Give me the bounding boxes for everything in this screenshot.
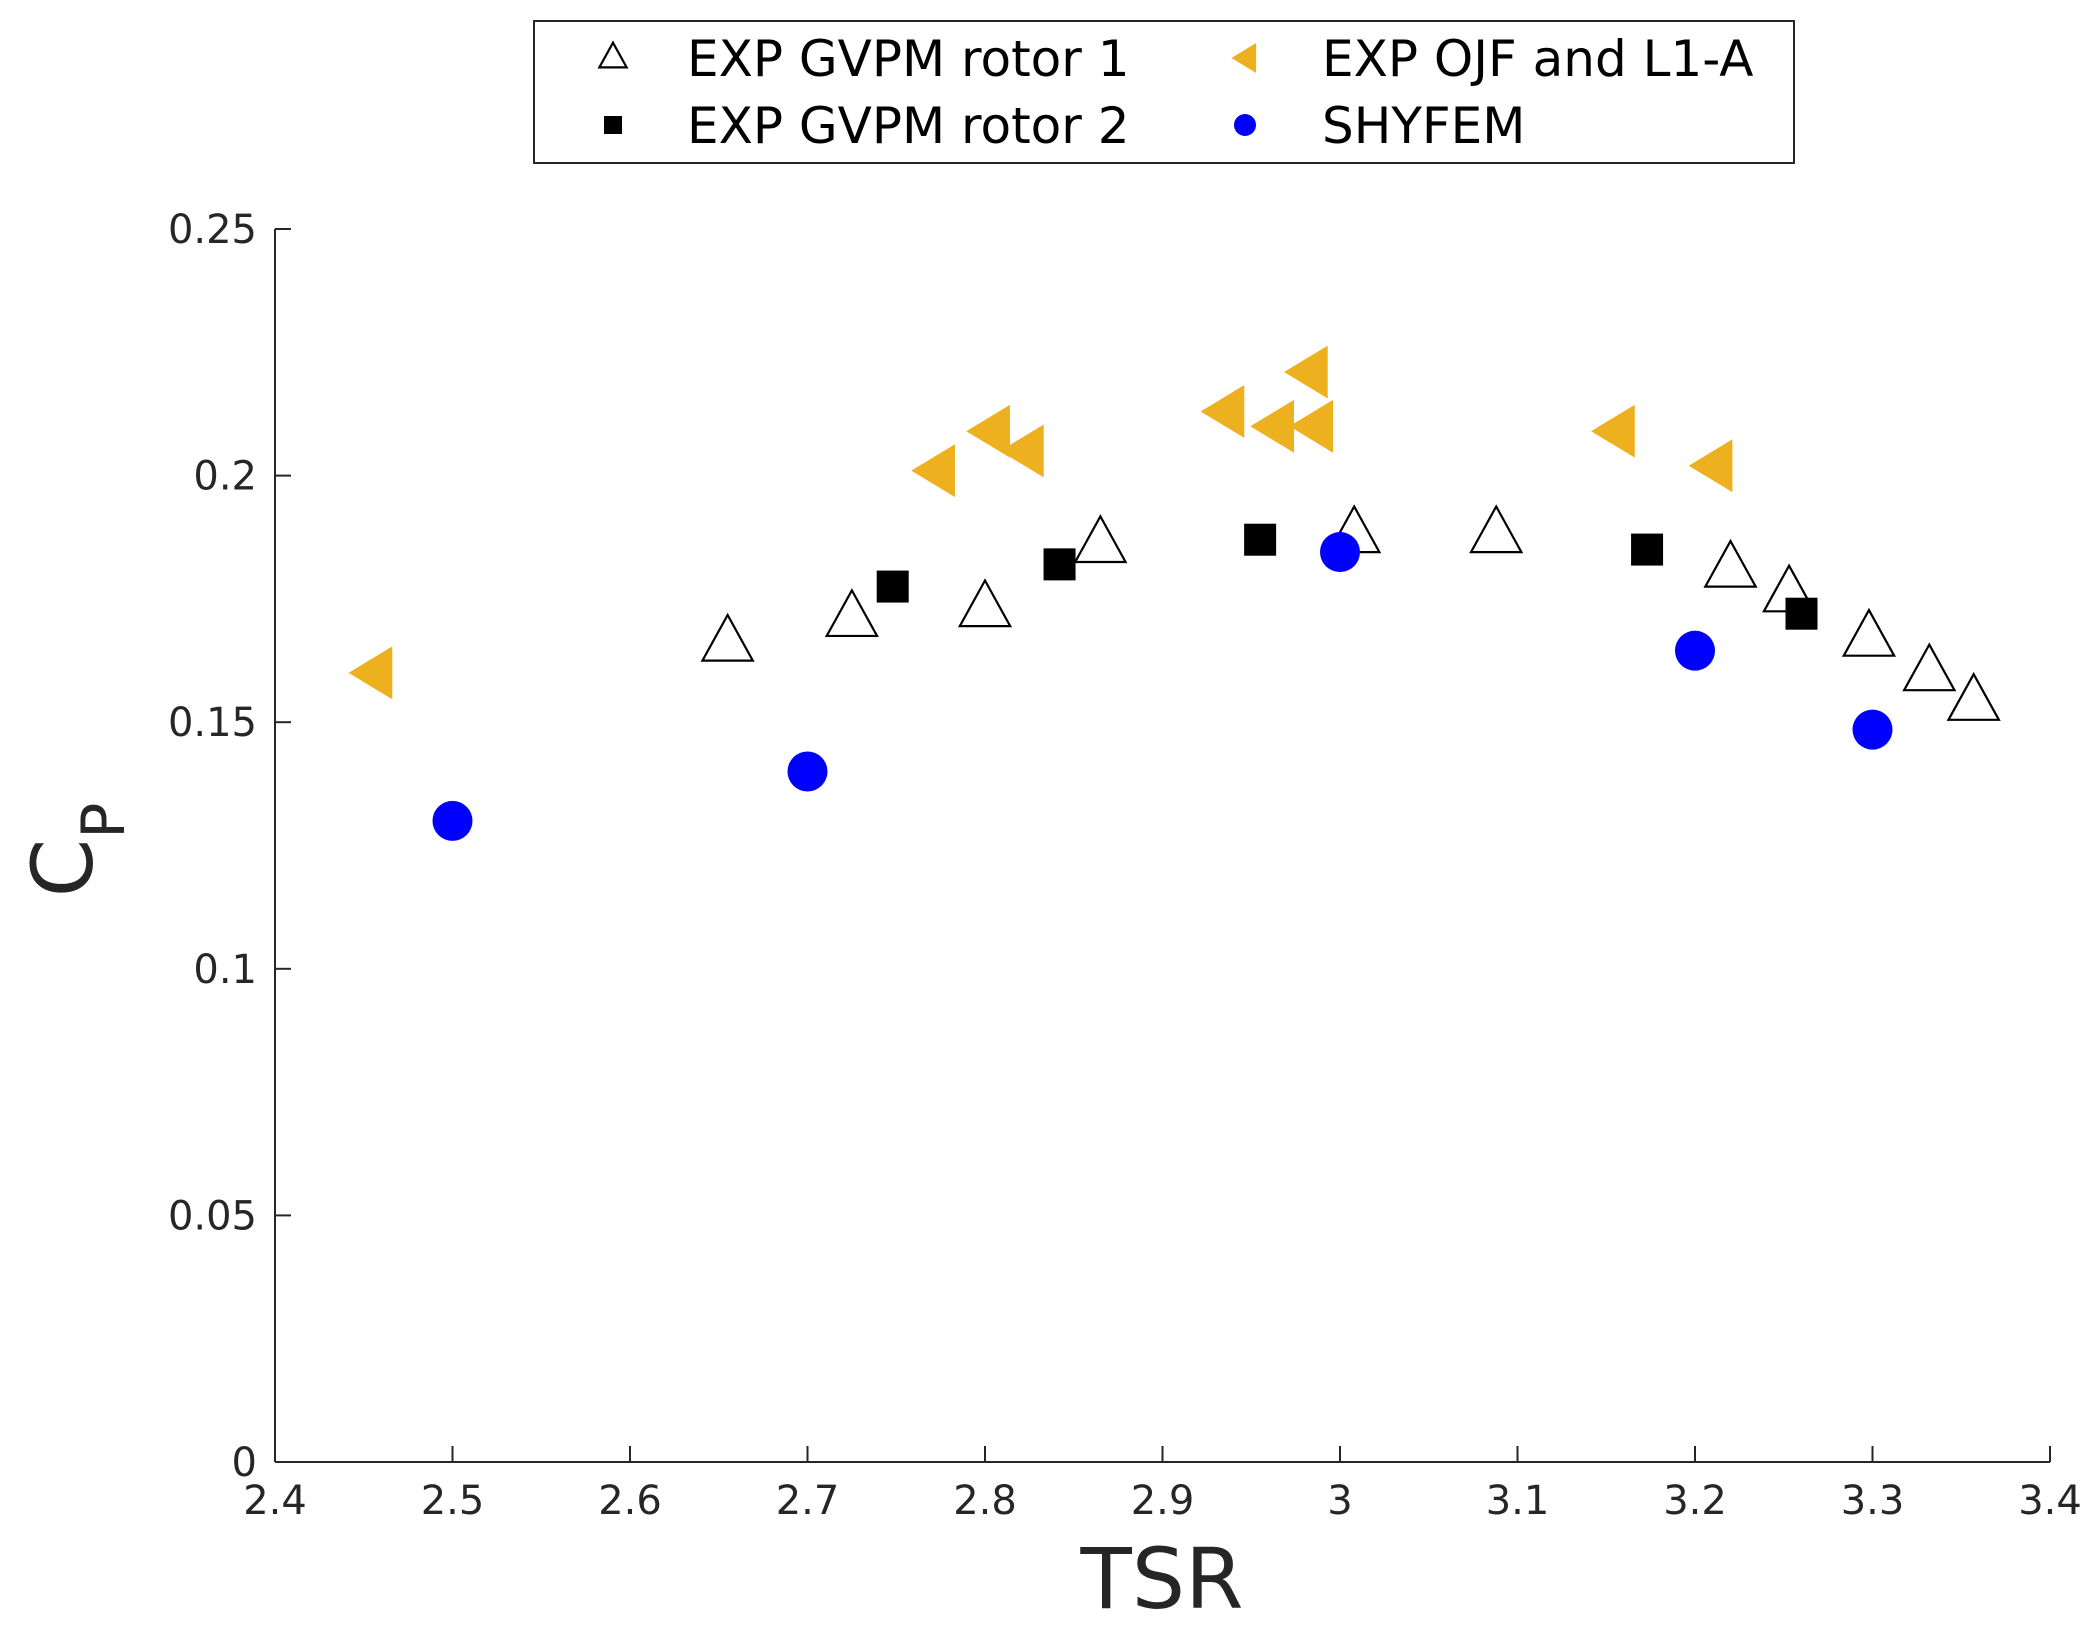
data-point bbox=[1200, 385, 1245, 438]
x-tick-label: 2.7 bbox=[776, 1478, 840, 1524]
data-point bbox=[1841, 607, 1897, 657]
data-point bbox=[1946, 671, 2001, 721]
legend-label: EXP GVPM rotor 1 bbox=[687, 30, 1130, 88]
y-tick-label: 0.25 bbox=[168, 207, 257, 253]
data-point bbox=[787, 751, 828, 792]
data-point bbox=[1902, 642, 1957, 692]
x-tick-label: 3.4 bbox=[2018, 1478, 2082, 1524]
data-markers bbox=[348, 345, 2001, 841]
legend-marker bbox=[604, 116, 622, 134]
data-point bbox=[1631, 533, 1664, 566]
y-axis-title-group: CP bbox=[14, 803, 139, 898]
x-tick-label: 2.6 bbox=[598, 1478, 662, 1524]
x-tick-label: 2.4 bbox=[243, 1478, 307, 1524]
data-point bbox=[700, 612, 755, 662]
data-point bbox=[1591, 404, 1635, 458]
series-2 bbox=[348, 345, 1733, 700]
legend-marker bbox=[597, 40, 629, 69]
legend-marker bbox=[1234, 114, 1256, 136]
y-tick-label: 0.1 bbox=[193, 947, 257, 993]
x-tick-label: 2.9 bbox=[1131, 1478, 1195, 1524]
x-tick-label: 2.5 bbox=[421, 1478, 485, 1524]
y-tick-label: 0.2 bbox=[193, 454, 257, 500]
legend-label: SHYFEM bbox=[1322, 97, 1525, 155]
series-1 bbox=[876, 523, 1818, 630]
series-3 bbox=[432, 532, 1893, 841]
x-tick-label: 3 bbox=[1327, 1478, 1352, 1524]
x-tick-label: 3.3 bbox=[1841, 1478, 1905, 1524]
data-point bbox=[1785, 597, 1818, 630]
data-point bbox=[911, 444, 955, 498]
legend: EXP GVPM rotor 1 EXP GVPM rotor 2 EXP OJF … bbox=[533, 20, 1795, 164]
data-point bbox=[966, 404, 1010, 458]
legend-marker bbox=[1231, 43, 1257, 73]
data-point bbox=[1284, 345, 1328, 399]
data-point bbox=[1289, 399, 1334, 453]
data-point bbox=[876, 570, 909, 603]
data-point bbox=[1688, 439, 1733, 493]
data-point bbox=[1469, 504, 1524, 554]
legend-box bbox=[533, 20, 1795, 164]
y-ticks: 0 0.05 0.1 0.15 0.2 0.25 bbox=[168, 207, 291, 1486]
x-axis-title: TSR bbox=[1080, 1530, 1244, 1628]
x-tick-label: 2.8 bbox=[953, 1478, 1017, 1524]
y-tick-label: 0.05 bbox=[168, 1193, 257, 1239]
y-axis-title-main: C bbox=[14, 839, 112, 898]
data-point bbox=[1320, 532, 1360, 573]
data-point bbox=[1244, 523, 1277, 556]
axes bbox=[274, 229, 2050, 1463]
x-tick-label: 3.2 bbox=[1663, 1478, 1727, 1524]
x-tick-label: 3.1 bbox=[1486, 1478, 1550, 1524]
data-point bbox=[824, 588, 879, 638]
x-ticks: 2.4 2.5 2.6 2.7 2.8 2.9 3 3.1 3.2 3.3 3.4 bbox=[243, 1446, 2082, 1524]
y-axis-title-subscript: P bbox=[69, 803, 139, 839]
data-point bbox=[957, 578, 1013, 628]
y-tick-label: 0 bbox=[232, 1440, 257, 1486]
data-point bbox=[1703, 538, 1758, 588]
data-point bbox=[432, 800, 473, 841]
data-point bbox=[1043, 548, 1076, 581]
data-point bbox=[1250, 399, 1294, 453]
data-point bbox=[1675, 630, 1715, 671]
y-tick-label: 0.15 bbox=[168, 700, 257, 746]
legend-label: EXP OJF and L1-A bbox=[1322, 30, 1753, 88]
data-point bbox=[1000, 424, 1044, 478]
data-point bbox=[348, 646, 393, 700]
data-point bbox=[1073, 514, 1128, 564]
y-axis-title: CP bbox=[14, 803, 139, 898]
legend-label: EXP GVPM rotor 2 bbox=[687, 97, 1130, 155]
data-point bbox=[1852, 709, 1893, 750]
